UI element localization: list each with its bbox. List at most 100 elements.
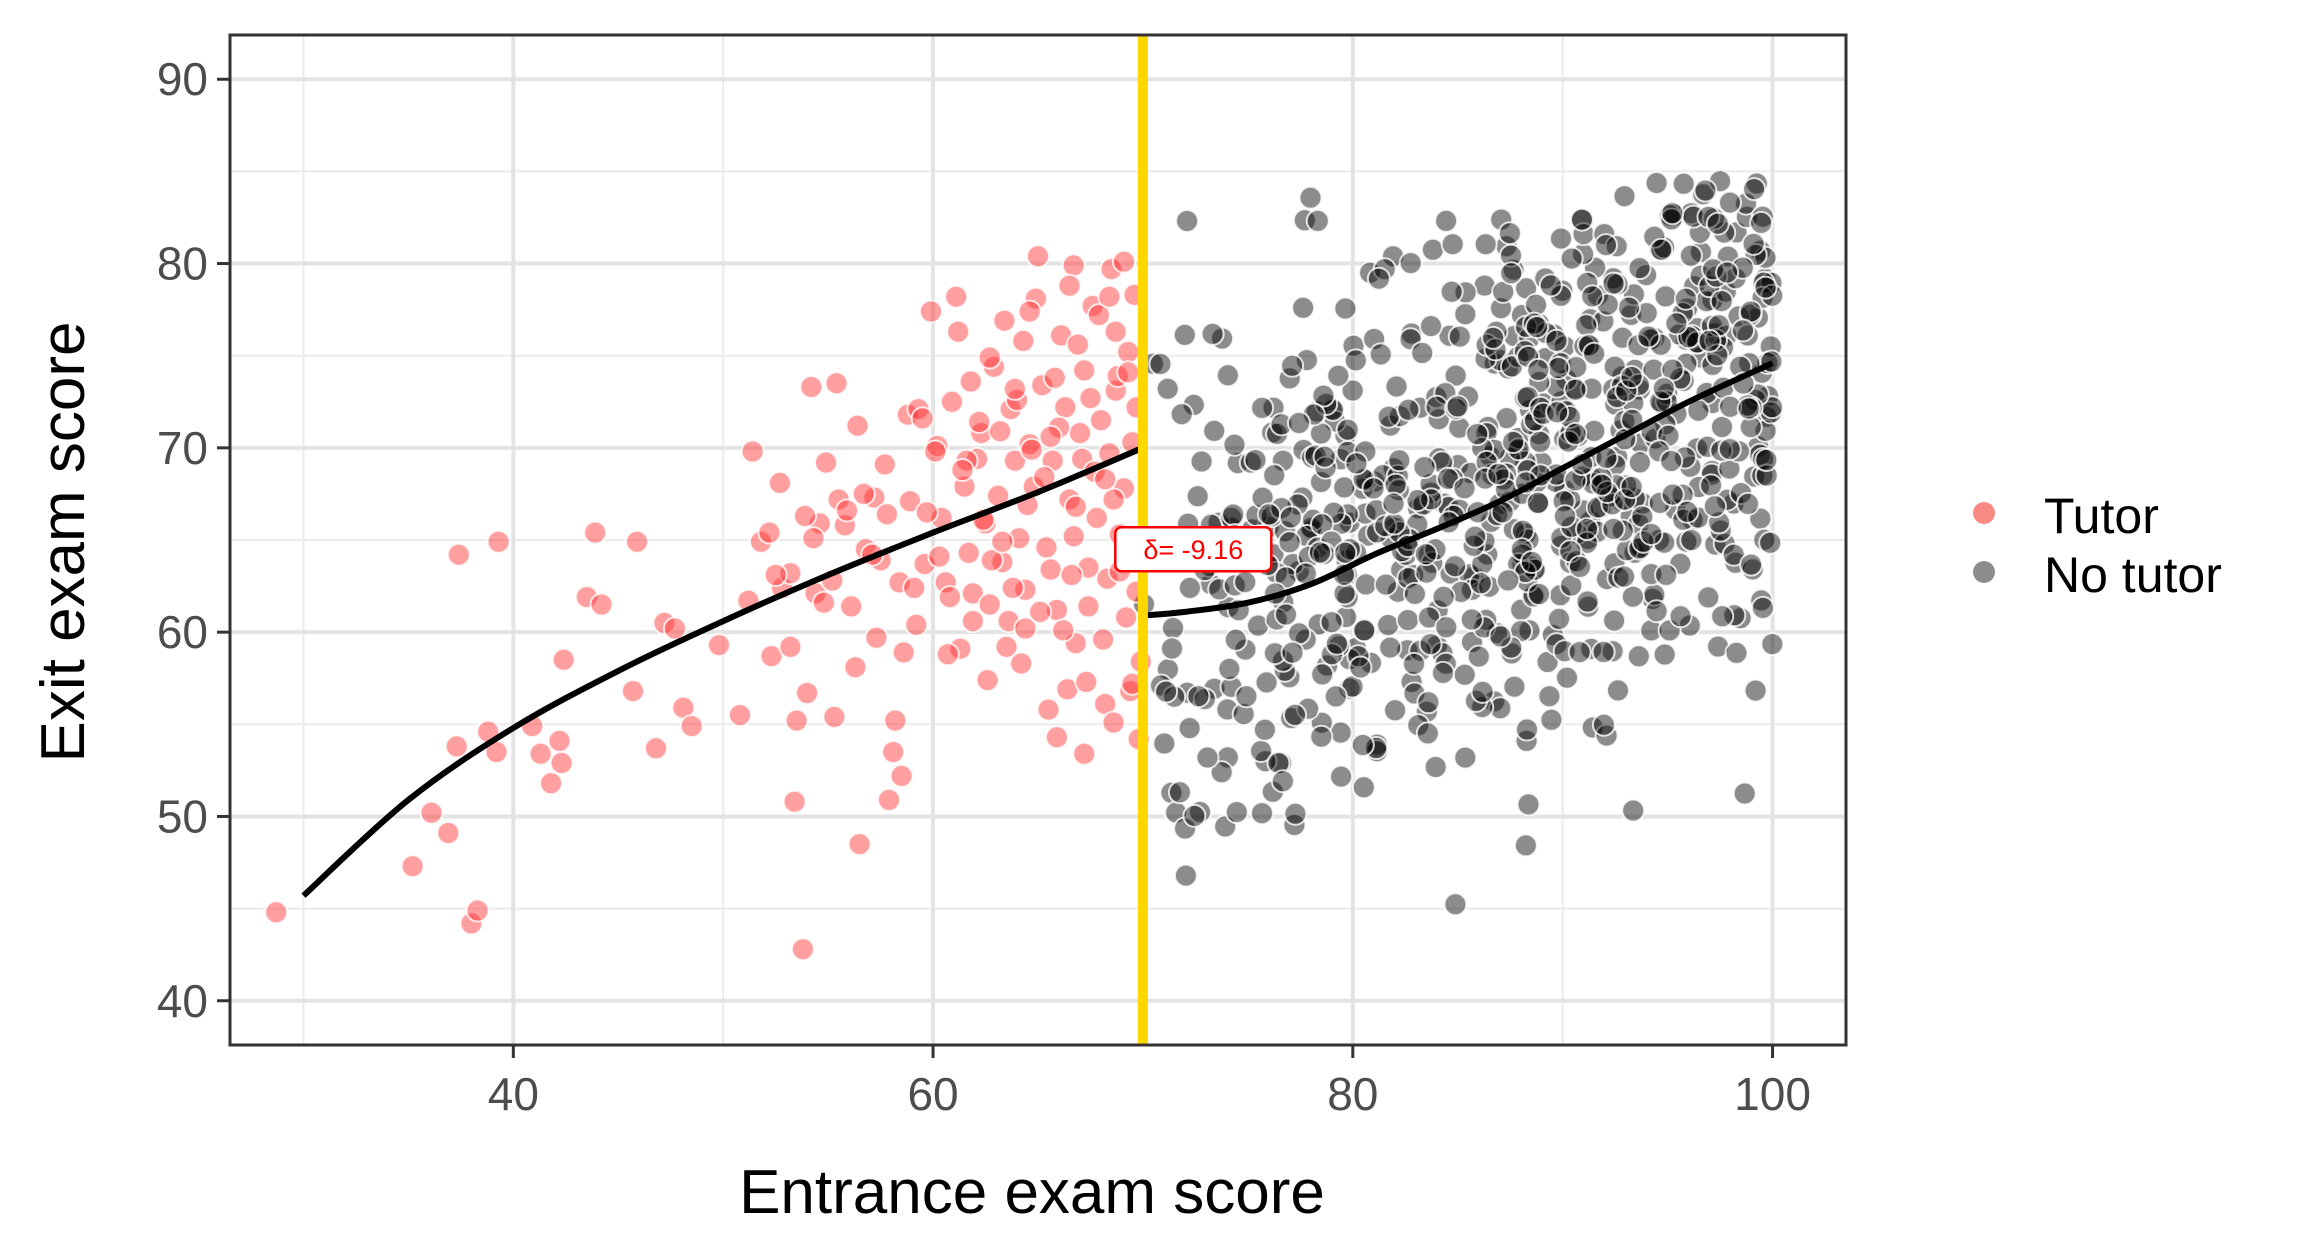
point-no-tutor [1544,328,1569,353]
point-no-tutor [1323,684,1348,709]
point-no-tutor [1488,624,1513,649]
legend-item-no-tutor: No tutor [1973,547,2222,603]
point-no-tutor [1706,634,1731,659]
point-no-tutor [1705,211,1730,236]
point-tutor [782,789,807,814]
point-tutor [990,529,1015,554]
point-tutor [1068,421,1092,446]
point-no-tutor [1652,642,1677,667]
point-no-tutor [1177,716,1202,741]
point-no-tutor [1292,208,1317,233]
point-no-tutor [1749,210,1774,235]
point-tutor [1074,669,1099,694]
point-no-tutor [1443,363,1468,388]
point-tutor [778,634,803,659]
point-tutor [740,439,765,464]
point-tutor [1042,365,1067,390]
point-no-tutor [1324,631,1349,656]
point-no-tutor [1159,780,1184,805]
point-tutor [583,520,608,545]
point-no-tutor [1167,780,1192,805]
point-tutor [1026,244,1050,269]
point-tutor [807,511,832,536]
point-no-tutor [1419,314,1443,339]
delta-annotation: δ= -9.16 [1114,525,1273,573]
point-no-tutor [1468,571,1493,596]
point-tutor [960,609,985,634]
legend-item-tutor: Tutor [1973,488,2159,544]
point-tutor [446,542,471,567]
point-no-tutor [1649,237,1674,262]
point-tutor [851,481,876,506]
point-tutor [814,450,838,475]
point-tutor [1089,408,1113,433]
point-no-tutor [1710,415,1734,439]
point-no-tutor [1287,411,1311,435]
y-tick-label: 90 [157,53,208,105]
point-no-tutor [1252,717,1277,742]
point-no-tutor [1381,244,1406,269]
point-no-tutor [1517,618,1542,643]
point-no-tutor [1195,745,1220,770]
point-no-tutor [1660,482,1685,507]
point-no-tutor [1644,599,1669,624]
point-tutor [1011,328,1036,353]
point-tutor [459,911,484,936]
point-tutor [1095,566,1120,591]
point-no-tutor [1654,562,1679,587]
point-no-tutor [1433,651,1458,676]
point-no-tutor [1709,438,1734,463]
point-tutor [811,590,836,615]
point-no-tutor [1353,439,1378,464]
legend: Tutor No tutor [1973,488,2222,603]
point-no-tutor [1760,632,1785,657]
point-no-tutor [1309,724,1334,749]
point-tutor [1053,395,1078,420]
point-no-tutor [1202,418,1227,443]
point-no-tutor [1642,224,1667,249]
point-no-tutor [1440,232,1465,257]
point-no-tutor [1152,731,1177,756]
point-no-tutor [1636,324,1661,349]
point-no-tutor [1653,284,1678,309]
point-no-tutor [1378,635,1403,660]
point-no-tutor [1705,343,1730,368]
point-no-tutor [1413,542,1438,567]
point-no-tutor [1697,328,1722,353]
point-tutor [948,636,973,661]
point-tutor [759,644,784,669]
point-tutor [1078,386,1103,411]
point-no-tutor [1361,476,1386,501]
point-no-tutor [1519,550,1544,574]
point-tutor [967,410,992,434]
point-tutor [444,734,469,759]
point-no-tutor [1575,589,1600,614]
point-no-tutor [1427,446,1451,471]
point-no-tutor [1329,764,1354,789]
point-no-tutor [1486,462,1511,486]
point-no-tutor [1515,458,1540,483]
point-no-tutor [1627,450,1652,475]
point-tutor [1061,524,1086,549]
point-no-tutor [1402,651,1426,676]
point-no-tutor [1606,678,1630,703]
point-tutor [988,419,1013,444]
point-no-tutor [1501,517,1526,542]
point-tutor [914,500,939,525]
point-tutor [763,563,788,587]
point-no-tutor [1420,237,1445,262]
point-no-tutor [1753,418,1778,443]
point-no-tutor [1353,572,1378,597]
point-no-tutor [1431,660,1455,685]
point-no-tutor [1443,892,1468,917]
point-no-tutor [1233,570,1258,595]
point-no-tutor [1172,322,1197,347]
point-no-tutor [1223,627,1248,652]
fit-line-left [301,445,1145,898]
x-tick-label: 40 [488,1068,539,1120]
point-no-tutor [1396,397,1421,422]
point-tutor [662,616,687,641]
point-tutor [625,529,650,554]
point-tutor [944,284,969,309]
point-tutor [940,389,964,414]
